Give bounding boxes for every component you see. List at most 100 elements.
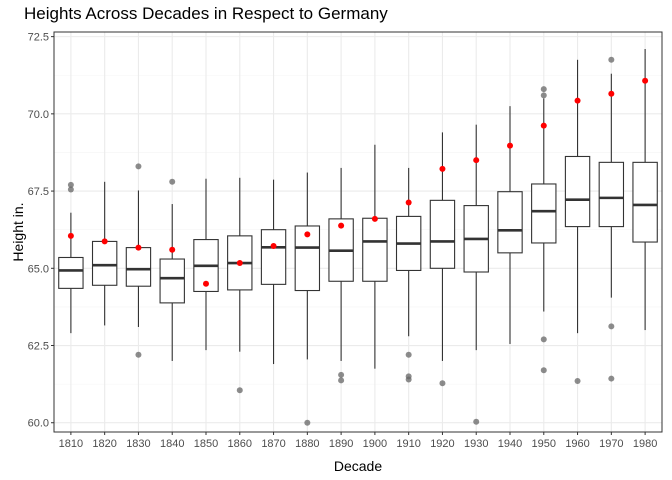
outlier-point <box>338 377 345 384</box>
x-tick-label: 1880 <box>295 438 319 450</box>
box-body <box>125 247 152 287</box>
y-tick-label: 65.0 <box>28 263 49 275</box>
red-point-layer <box>67 77 649 287</box>
box-body <box>497 191 523 254</box>
box-1950 <box>531 86 557 374</box>
x-axis-ticks: 1810 1820 1830 1840 1850 1860 1870 1880 1890 1900… <box>59 432 657 450</box>
x-tick-label: 1930 <box>464 438 488 450</box>
box-1870 <box>260 179 287 365</box>
box-body <box>632 161 658 243</box>
box-body <box>598 161 625 228</box>
red-point <box>405 199 412 206</box>
box-1840 <box>159 178 185 361</box>
red-point <box>540 122 547 129</box>
x-tick-label: 1940 <box>498 438 522 450</box>
grid-lines <box>54 32 662 432</box>
red-point <box>135 244 142 251</box>
y-tick-label: 67.5 <box>28 186 49 198</box>
x-tick-label: 1950 <box>532 438 556 450</box>
red-point <box>101 238 108 245</box>
y-tick-label: 60.0 <box>28 418 49 430</box>
outlier-point <box>405 351 412 358</box>
outlier-point <box>135 163 142 170</box>
box-body <box>429 199 456 269</box>
red-point <box>473 157 480 164</box>
box-1820 <box>91 181 118 326</box>
outlier-point <box>540 367 547 374</box>
x-tick-label: 1830 <box>126 438 150 450</box>
outlier-point <box>304 419 311 426</box>
box-body <box>362 217 388 282</box>
panel-background <box>54 32 662 432</box>
box-1980 <box>632 48 658 331</box>
chart-title: Heights Across Decades in Respect to Ger… <box>24 4 388 23</box>
box-body <box>91 240 118 286</box>
x-tick-label: 1850 <box>194 438 218 450</box>
box-body <box>260 229 287 285</box>
red-point <box>169 246 176 253</box>
x-tick-label: 1890 <box>329 438 353 450</box>
y-tick-label: 70.0 <box>28 109 49 121</box>
outlier-point <box>169 178 176 185</box>
box-1900 <box>362 144 388 369</box>
red-point <box>507 142 513 149</box>
box-1910 <box>395 167 422 383</box>
x-tick-label: 1970 <box>599 438 623 450</box>
y-axis-ticks: 60.0 62.5 65.0 67.5 70.0 72.5 <box>28 32 54 430</box>
outlier-point <box>405 376 412 383</box>
y-tick-label: 62.5 <box>28 341 49 353</box>
outlier-point <box>473 418 480 425</box>
red-point <box>304 231 311 238</box>
red-point <box>642 77 649 84</box>
red-point <box>574 97 581 104</box>
outlier-point <box>608 375 615 382</box>
x-tick-label: 1980 <box>633 438 657 450</box>
y-tick-label: 72.5 <box>28 32 49 44</box>
box-layer <box>58 48 658 426</box>
box-body <box>159 258 185 304</box>
outlier-point <box>439 380 446 387</box>
x-tick-label: 1810 <box>59 438 83 450</box>
box-body <box>531 183 557 244</box>
box-1830 <box>125 163 152 358</box>
red-point <box>338 222 345 229</box>
y-axis-title: Height in. <box>10 202 26 261</box>
x-tick-label: 1910 <box>396 438 420 450</box>
outlier-point <box>338 371 345 378</box>
outlier-point <box>608 323 615 330</box>
outlier-point <box>67 186 74 193</box>
outlier-point <box>540 92 547 99</box>
red-point <box>236 260 243 267</box>
box-1890 <box>328 167 354 384</box>
outlier-point <box>608 56 615 63</box>
box-body <box>564 155 591 228</box>
x-tick-label: 1870 <box>261 438 285 450</box>
outlier-point <box>67 181 74 188</box>
x-tick-label: 1840 <box>160 438 184 450</box>
red-point <box>371 215 378 222</box>
red-point <box>67 232 74 239</box>
box-1960 <box>564 59 591 385</box>
box-body <box>58 256 84 289</box>
outlier-point <box>540 86 547 93</box>
box-1810 <box>58 181 84 334</box>
box-1930 <box>463 124 489 425</box>
red-point <box>439 165 446 172</box>
red-point <box>270 243 277 250</box>
panel-border <box>53 31 663 433</box>
red-point <box>608 90 615 97</box>
x-tick-label: 1900 <box>363 438 387 450</box>
red-point <box>203 280 209 287</box>
outlier-point <box>135 351 142 358</box>
box-1970 <box>598 56 625 382</box>
x-axis-title: Decade <box>334 458 382 474</box>
x-tick-label: 1920 <box>430 438 454 450</box>
box-1920 <box>429 132 456 387</box>
x-tick-label: 1820 <box>92 438 116 450</box>
outlier-point <box>574 378 581 385</box>
box-1940 <box>497 106 523 344</box>
outlier-point <box>236 387 243 394</box>
x-tick-label: 1860 <box>228 438 252 450</box>
outlier-point <box>540 336 547 343</box>
